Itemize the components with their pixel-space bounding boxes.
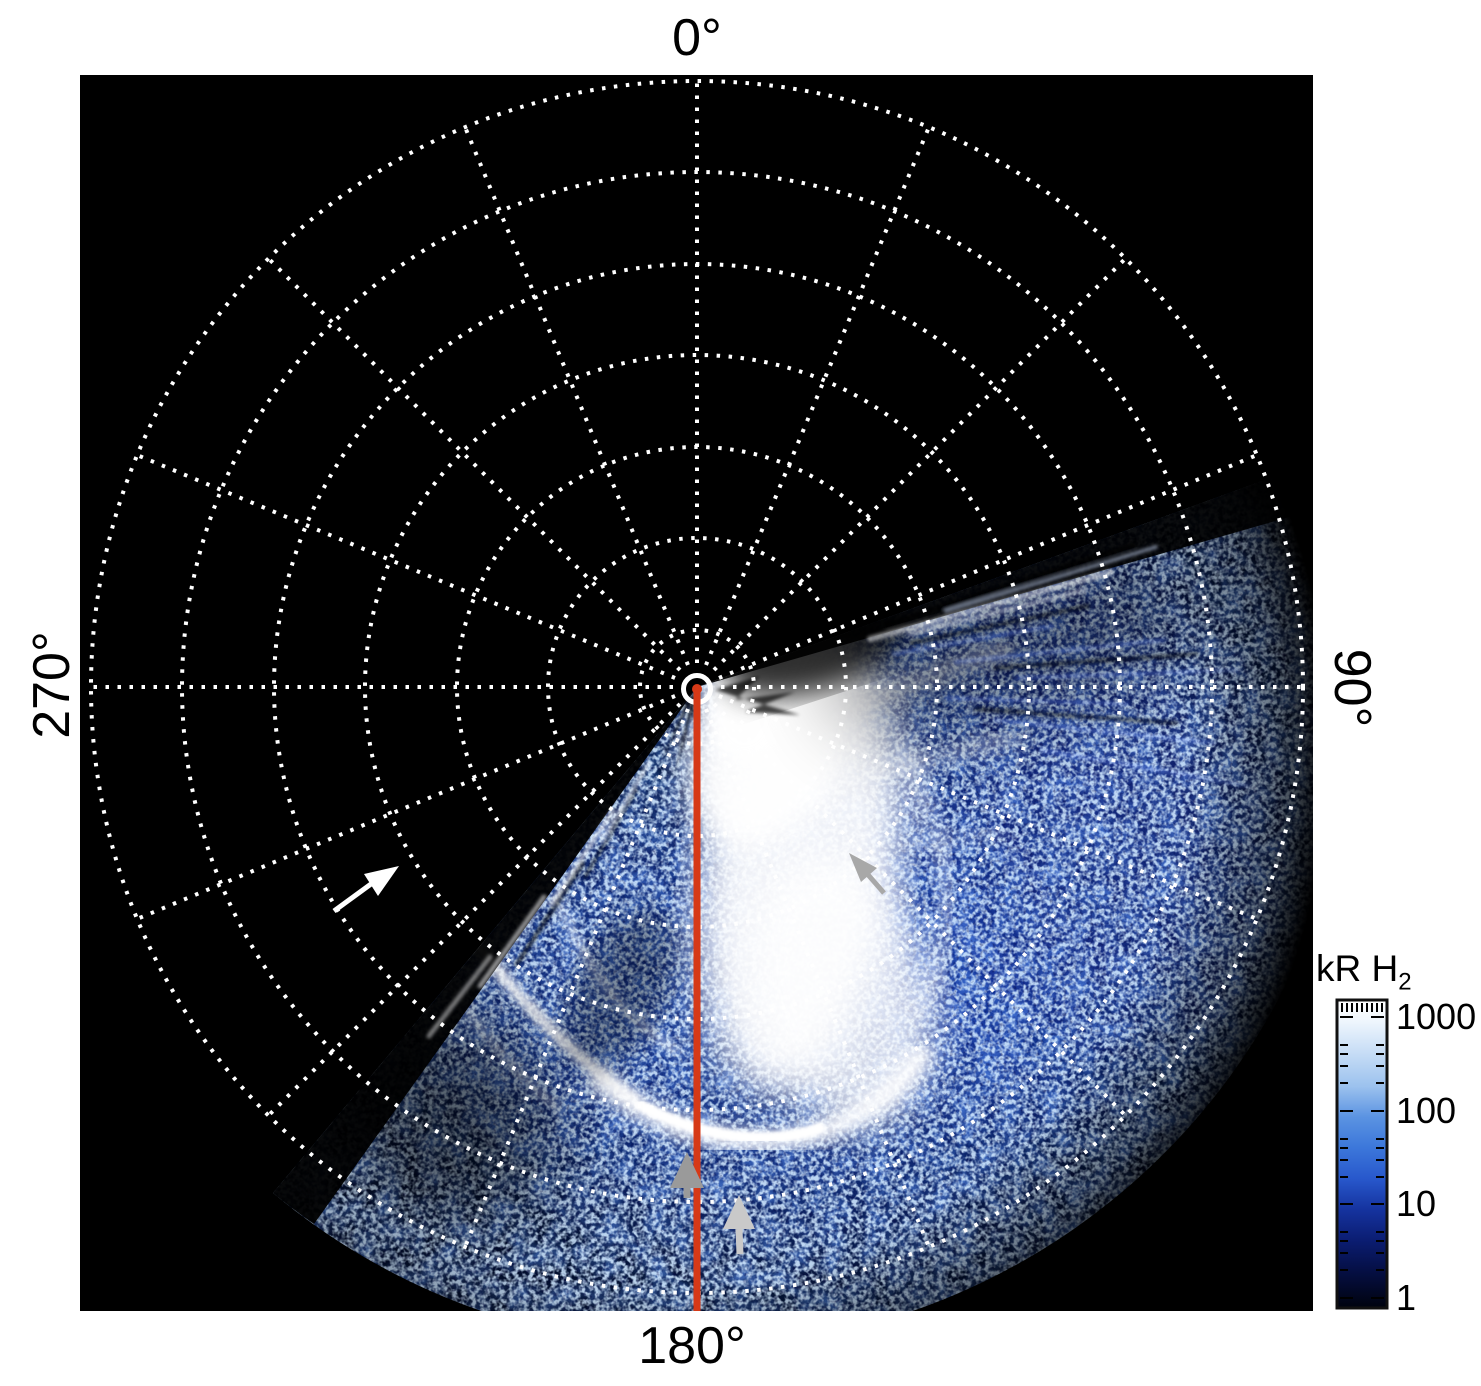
white-arrow (332, 866, 399, 914)
grid-ring (89, 79, 1305, 1295)
grid-spoke (712, 256, 1128, 672)
colorbar (1335, 998, 1389, 1310)
gray-arrow-upper (849, 853, 886, 895)
angle-label-270: 270° (23, 631, 81, 739)
colorbar-tick-1: 1 (1396, 1277, 1417, 1318)
grid-ring (546, 536, 848, 838)
colorbar-title: kR H2 (1316, 948, 1412, 996)
grid-ring (180, 170, 1214, 1204)
pole-center-dot (692, 684, 702, 694)
grid-spoke (266, 702, 682, 1118)
gray-arrow-meridian (670, 1152, 704, 1198)
grid-spoke (712, 702, 1128, 1118)
grid-spoke (718, 694, 1258, 921)
grid-spoke (136, 694, 676, 921)
colorbar-tick-100: 100 (1396, 1090, 1457, 1131)
angle-label-90: 90° (1323, 648, 1381, 728)
colorbar-ticks (1340, 1003, 1384, 1299)
grid-spoke (136, 453, 676, 680)
grid-spoke (704, 126, 931, 666)
colorbar-tick-1000: 1000 (1396, 996, 1477, 1037)
grid-ring (638, 628, 756, 746)
annotation-arrows (332, 853, 886, 1255)
polar-grid (89, 79, 1305, 1295)
angle-label-180: 180° (638, 1317, 746, 1375)
colorbar-title-main: kR H (1316, 948, 1399, 989)
grid-ring (363, 353, 1031, 1021)
grid-spoke (463, 126, 690, 666)
plot-area (80, 75, 1313, 1311)
colorbar-tick-10: 10 (1396, 1183, 1437, 1224)
grid-spoke (704, 708, 931, 1248)
grid-spoke (463, 708, 690, 1248)
angle-label-0: 0° (672, 9, 722, 67)
light-gray-arrow (723, 1195, 755, 1255)
grid-spoke (266, 256, 682, 672)
colorbar-gradient (1335, 998, 1389, 1310)
grid-spoke (718, 453, 1258, 680)
colorbar-title-subscript: 2 (1398, 968, 1412, 996)
